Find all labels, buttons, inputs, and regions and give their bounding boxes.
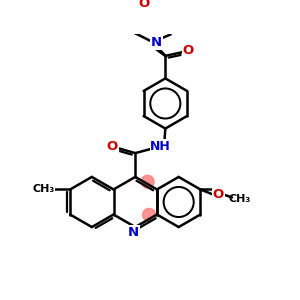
Circle shape	[142, 208, 155, 221]
Text: O: O	[139, 0, 150, 10]
Circle shape	[141, 175, 154, 188]
Text: O: O	[183, 44, 194, 57]
Text: N: N	[128, 226, 139, 239]
Text: O: O	[213, 188, 224, 201]
Text: CH₃: CH₃	[32, 184, 55, 194]
Text: N: N	[151, 36, 162, 49]
Text: NH: NH	[150, 140, 171, 153]
Text: O: O	[107, 140, 118, 153]
Text: CH₃: CH₃	[228, 194, 250, 204]
